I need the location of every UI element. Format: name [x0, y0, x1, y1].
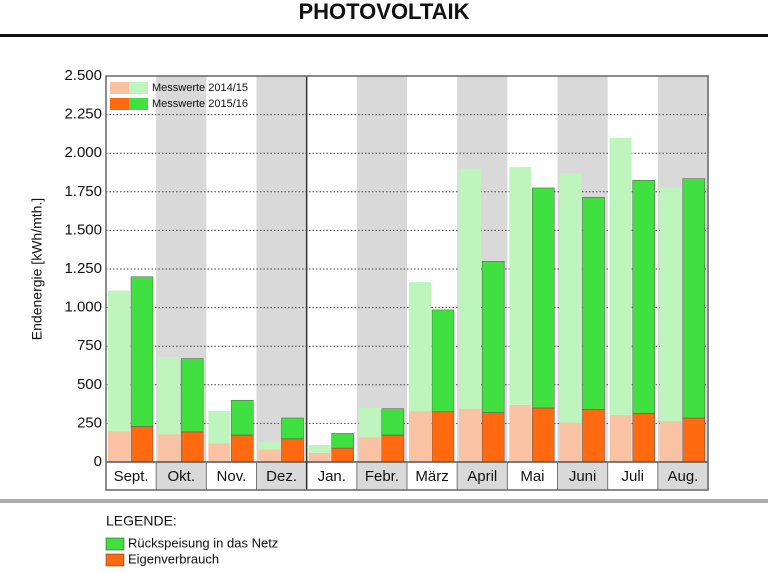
bar-segment	[331, 433, 354, 449]
legend-swatch	[129, 82, 148, 94]
bar-segment	[659, 421, 682, 462]
bar-segment	[481, 412, 505, 463]
y-tick-label: 2.250	[64, 106, 102, 123]
bar-segment	[381, 434, 405, 463]
x-tick-label: Sept.	[114, 468, 149, 485]
y-tick-label: 0	[94, 453, 102, 470]
bar-segment	[431, 411, 455, 463]
y-tick-label: 500	[77, 376, 102, 393]
plot-frame	[105, 75, 709, 491]
legend-swatch	[129, 98, 148, 110]
legend-label: Rückspeisung in das Netz	[128, 535, 278, 550]
x-tick-label: Juli	[621, 468, 644, 485]
legend-label: Eigenverbrauch	[128, 551, 219, 566]
bar-segment	[158, 434, 181, 462]
x-tick-label: Febr.	[365, 468, 399, 485]
x-tick-label: Nov.	[217, 468, 247, 485]
bar-segment	[682, 178, 706, 419]
bar-segment	[609, 414, 632, 462]
legend-swatch	[105, 553, 125, 567]
bar-segment	[180, 358, 204, 433]
bar-segment	[130, 276, 154, 427]
legend-label: Messwerte 2014/15	[152, 82, 248, 94]
bar-segment	[231, 434, 254, 463]
y-tick-label: 1.750	[64, 183, 102, 200]
bar-segment	[609, 137, 632, 415]
bar-segment	[208, 411, 231, 444]
chart-title: PHOTOVOLTAIK	[298, 0, 469, 24]
bar-segment	[459, 408, 482, 462]
bar-segment	[559, 173, 582, 423]
bar-segment	[582, 196, 605, 410]
title-rule	[0, 34, 768, 37]
legend-swatch	[105, 537, 125, 551]
bar-segment	[459, 168, 482, 409]
bar-segment	[358, 407, 381, 438]
x-tick-label: März	[415, 468, 448, 485]
bar-segment	[659, 187, 682, 422]
y-tick-label: 1.500	[64, 221, 102, 238]
bar-segment	[258, 449, 281, 462]
bar-segment	[108, 431, 130, 462]
bar-segment	[331, 447, 354, 463]
bar-segment	[632, 413, 655, 463]
y-tick-label: 2.500	[64, 67, 102, 84]
y-tick-label: 2.000	[64, 144, 102, 161]
legend-label: Messwerte 2015/16	[152, 98, 248, 110]
bar-segment	[682, 417, 706, 463]
bar-segment	[180, 431, 204, 463]
bar-segment	[532, 407, 555, 463]
bar-segment	[208, 443, 231, 462]
bar-segment	[632, 179, 655, 414]
x-tick-label: April	[467, 468, 497, 485]
bar-segment	[308, 445, 331, 453]
bar-segment	[409, 282, 431, 412]
bar-segment	[258, 441, 281, 450]
bar-segment	[308, 452, 331, 462]
bar-segment	[108, 290, 130, 432]
bar-segment	[231, 399, 254, 436]
footer-rule	[0, 499, 768, 503]
legend-title: LEGENDE:	[106, 513, 177, 529]
y-tick-label: 1.000	[64, 299, 102, 316]
y-tick-label: 250	[77, 414, 102, 431]
x-tick-label: Mai	[520, 468, 544, 485]
x-tick-label: Juni	[569, 468, 597, 485]
bar-segment	[509, 167, 532, 405]
y-tick-label: 750	[77, 337, 102, 354]
bar-segment	[431, 309, 455, 413]
bar-segment	[481, 261, 505, 413]
legend-swatch	[110, 98, 129, 110]
bar-segment	[381, 408, 405, 436]
x-tick-label: Okt.	[167, 468, 195, 485]
bar-segment	[158, 357, 181, 435]
bar-segment	[409, 411, 431, 462]
x-tick-label: Jan.	[318, 468, 346, 485]
bar-segment	[281, 438, 304, 463]
bar-segment	[509, 404, 532, 462]
y-axis-label: Endenergie [kWh/mth.]	[29, 198, 45, 340]
legend-swatch	[110, 82, 129, 94]
x-tick-label: Aug.	[667, 468, 698, 485]
y-tick-label: 1.250	[64, 260, 102, 277]
bar-segment	[559, 422, 582, 462]
bar-segment	[281, 417, 304, 440]
x-tick-label: Dez.	[266, 468, 297, 485]
bar-segment	[130, 426, 154, 463]
bar-segment	[582, 409, 605, 463]
bar-segment	[358, 437, 381, 462]
bar-segment	[532, 187, 555, 409]
